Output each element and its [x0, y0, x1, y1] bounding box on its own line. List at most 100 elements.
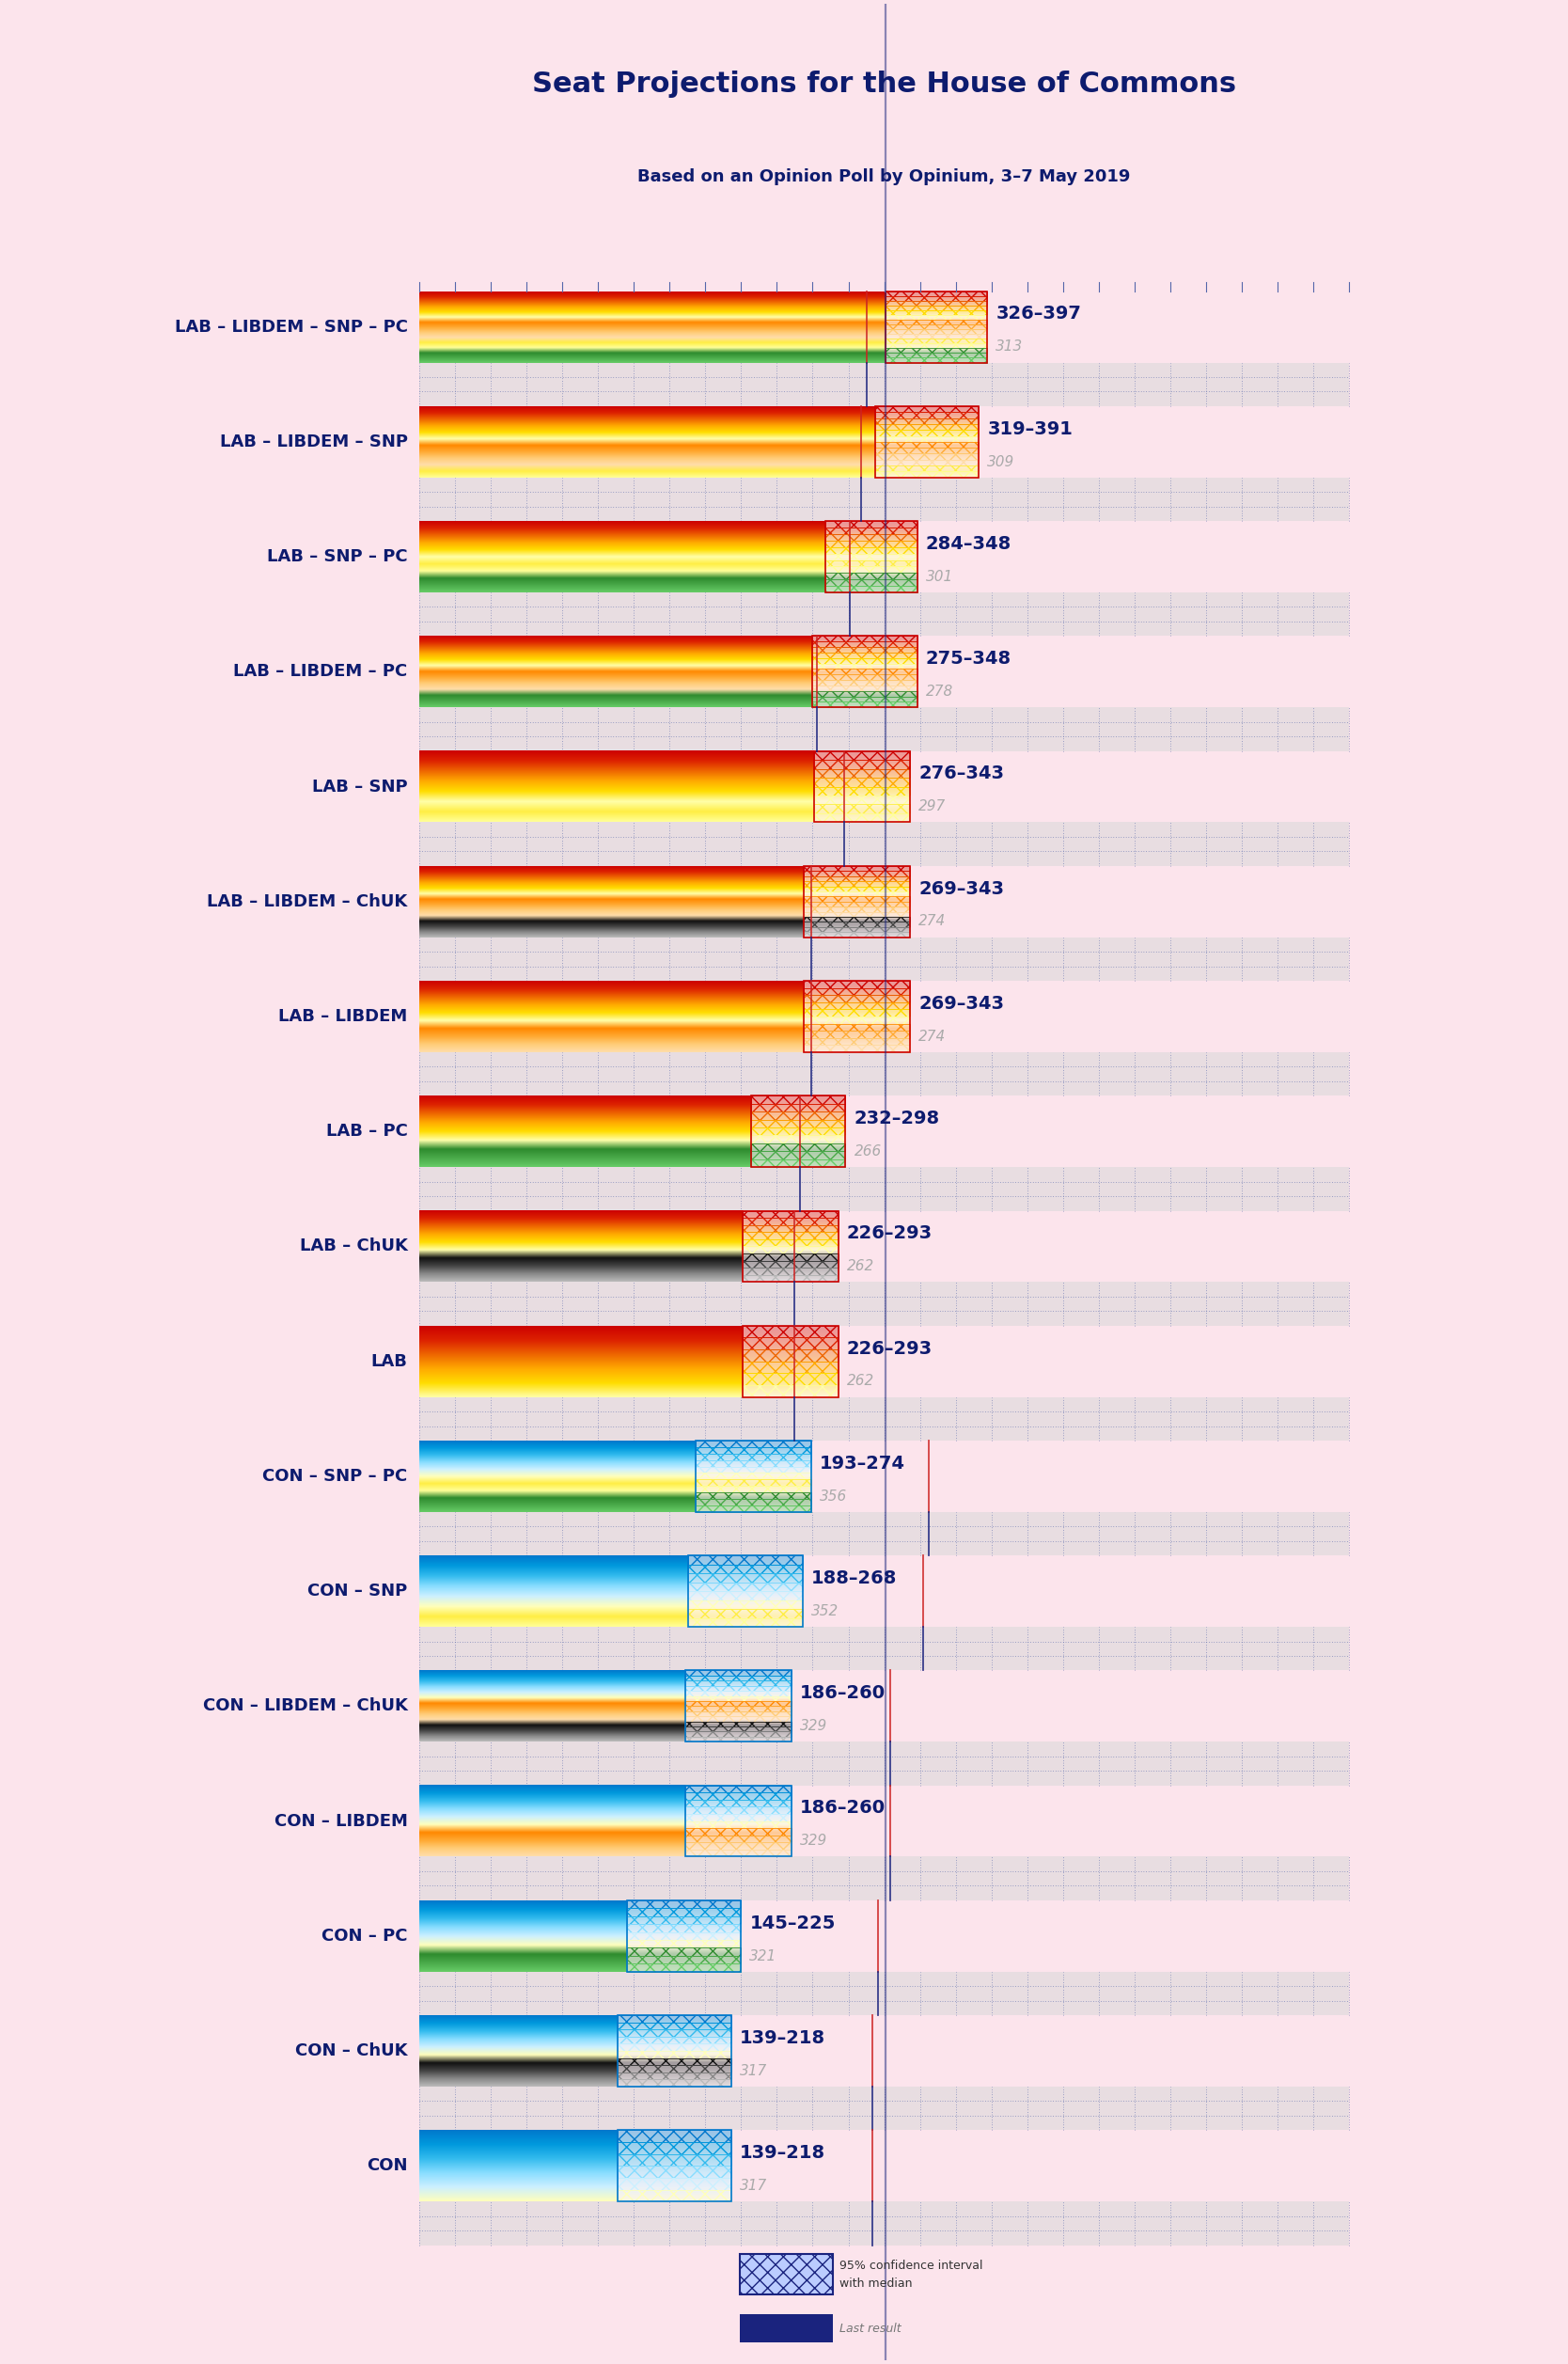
Bar	[875, 454, 978, 459]
Bar	[618, 2045, 731, 2052]
Bar	[419, 1972, 1350, 2014]
Bar	[804, 1038, 909, 1045]
Bar	[743, 1253, 839, 1260]
Bar	[886, 296, 988, 300]
Bar	[419, 478, 1350, 520]
Bar	[695, 1466, 811, 1473]
Bar	[743, 1232, 839, 1239]
Bar	[804, 981, 909, 1052]
Bar	[825, 541, 917, 546]
Bar	[685, 1820, 792, 1827]
Bar	[812, 641, 917, 648]
Bar	[804, 865, 909, 936]
Bar	[812, 697, 917, 702]
Bar	[751, 1151, 845, 1158]
Text: LAB – LIBDEM: LAB – LIBDEM	[279, 1007, 408, 1026]
Bar	[812, 652, 917, 657]
Bar	[618, 2052, 731, 2059]
Bar	[743, 1274, 839, 1281]
Text: 139–218: 139–218	[740, 2028, 825, 2047]
Bar	[685, 1681, 792, 1686]
Bar	[751, 1144, 845, 1151]
Bar	[804, 908, 909, 913]
Bar	[695, 1440, 811, 1513]
Bar	[804, 891, 909, 896]
Text: Seat Projections for the House of Commons: Seat Projections for the House of Common…	[532, 71, 1236, 97]
Bar	[419, 1513, 1350, 1556]
Text: 356: 356	[820, 1489, 847, 1504]
Bar	[419, 1168, 1350, 1210]
Text: LAB – SNP: LAB – SNP	[312, 778, 408, 794]
Bar	[627, 1901, 742, 1972]
Bar	[685, 1726, 792, 1730]
Bar	[875, 442, 978, 447]
Bar	[804, 882, 909, 886]
Bar	[743, 1326, 839, 1397]
Bar	[804, 1009, 909, 1017]
Text: CON – SNP – PC: CON – SNP – PC	[262, 1468, 408, 1485]
Bar	[695, 1440, 811, 1447]
Text: CON – LIBDEM – ChUK: CON – LIBDEM – ChUK	[202, 1697, 408, 1714]
Bar	[695, 1461, 811, 1466]
Bar	[688, 1574, 803, 1582]
Bar	[419, 362, 1350, 407]
Text: LAB: LAB	[372, 1352, 408, 1369]
Bar	[743, 1362, 839, 1373]
Bar	[804, 896, 909, 901]
Bar	[685, 1695, 792, 1702]
Bar	[886, 300, 988, 305]
Bar	[627, 1924, 742, 1931]
Bar	[875, 407, 978, 411]
Bar	[743, 1350, 839, 1362]
Bar	[825, 520, 917, 527]
Bar	[814, 752, 909, 823]
Bar	[886, 314, 988, 319]
Text: 262: 262	[847, 1373, 875, 1388]
Text: 186–260: 186–260	[800, 1799, 886, 1818]
Bar	[685, 1738, 792, 1742]
Bar	[743, 1210, 839, 1217]
Bar	[875, 470, 978, 478]
Bar	[688, 1617, 803, 1626]
Bar	[685, 1785, 792, 1792]
Bar	[688, 1600, 803, 1610]
Bar	[743, 1338, 839, 1350]
Bar	[886, 357, 988, 362]
Text: 329: 329	[800, 1834, 828, 1849]
Text: 309: 309	[988, 454, 1014, 468]
Bar	[814, 797, 909, 804]
Bar	[685, 1686, 792, 1690]
Text: 266: 266	[855, 1144, 881, 1158]
Bar	[618, 2066, 731, 2073]
Bar	[695, 1473, 811, 1480]
Bar	[618, 2154, 731, 2165]
Bar	[804, 1024, 909, 1031]
Text: 284–348: 284–348	[925, 534, 1011, 553]
Text: LAB – LIBDEM – SNP – PC: LAB – LIBDEM – SNP – PC	[174, 319, 408, 336]
Text: 319–391: 319–391	[988, 421, 1073, 437]
Text: 297: 297	[919, 799, 946, 813]
Bar	[743, 1326, 839, 1338]
Bar	[419, 1052, 1350, 1097]
Bar	[886, 319, 988, 324]
Bar	[685, 1716, 792, 1721]
Bar	[695, 1506, 811, 1513]
Bar	[695, 1454, 811, 1461]
Bar	[419, 1626, 1350, 1671]
Text: 193–274: 193–274	[820, 1454, 905, 1473]
Bar	[695, 1447, 811, 1454]
Text: 139–218: 139–218	[740, 2144, 825, 2163]
Bar	[419, 2087, 1350, 2130]
Bar	[875, 418, 978, 423]
Bar	[419, 1281, 1350, 1326]
Bar	[618, 2080, 731, 2087]
Bar	[751, 1097, 845, 1168]
Bar	[685, 1690, 792, 1695]
Bar	[419, 1397, 1350, 1440]
Bar	[688, 1556, 803, 1565]
Text: CON – ChUK: CON – ChUK	[295, 2042, 408, 2059]
Bar	[804, 1017, 909, 1024]
Text: 188–268: 188–268	[811, 1570, 897, 1586]
Bar	[618, 2014, 731, 2024]
Text: 269–343: 269–343	[919, 879, 1004, 898]
